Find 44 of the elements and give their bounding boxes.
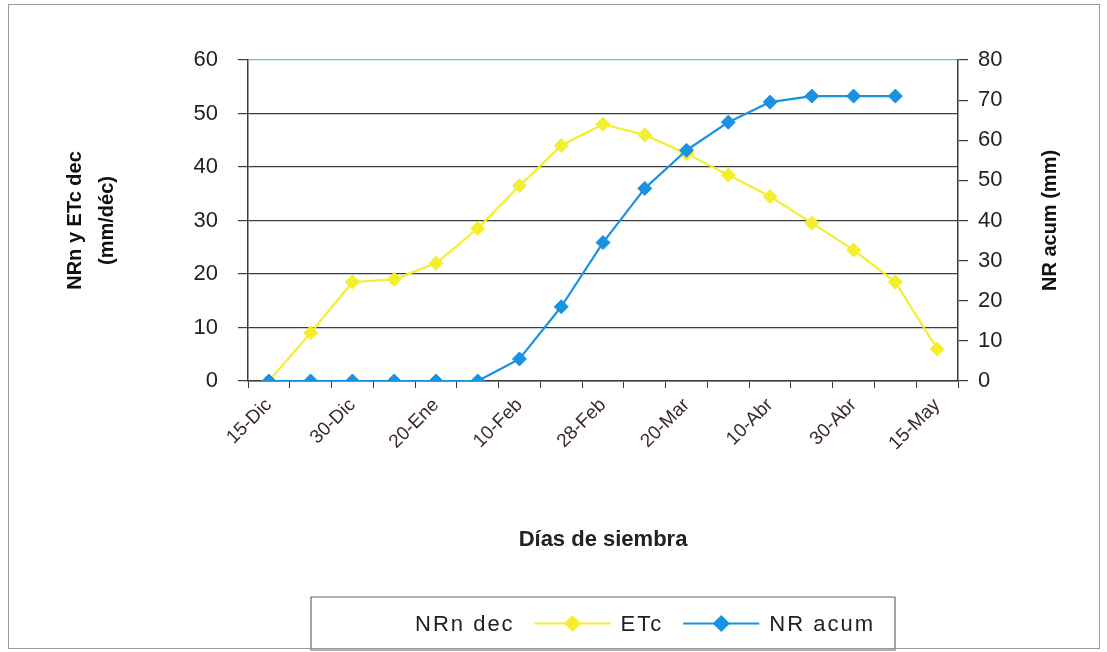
y-tick-label: 50 [193, 99, 218, 125]
legend-label: ETc [620, 610, 664, 636]
point [511, 178, 527, 194]
legend-label: NR acum [769, 610, 875, 636]
point [470, 221, 486, 237]
point [595, 116, 611, 132]
point [846, 88, 862, 104]
y-tick-label: 20 [193, 260, 218, 286]
point [344, 274, 360, 290]
y-tick-label: 60 [193, 46, 218, 72]
y2-tick-label: 10 [978, 326, 1003, 352]
point [428, 255, 444, 271]
text: NRn dec [415, 610, 515, 636]
point [679, 142, 695, 158]
y-tick-label: 30 [193, 206, 218, 232]
point [720, 114, 736, 130]
y-axis-title: NRn y ETc dec (mm/déc) [62, 151, 117, 290]
y2-tick-label: 20 [978, 286, 1003, 312]
point [637, 180, 653, 196]
y-tick-label: 0 [205, 367, 218, 393]
point [887, 88, 903, 104]
y2-axis-title: NR acum (mm) [1037, 149, 1060, 292]
point [637, 127, 653, 143]
point [386, 271, 402, 287]
point [846, 242, 862, 258]
point [804, 88, 820, 104]
y2-tick-label: 70 [978, 86, 1003, 112]
y2-tick-label: 80 [978, 46, 1003, 72]
point [804, 215, 820, 231]
y2-tick-label: 40 [978, 206, 1003, 232]
point [553, 138, 569, 154]
point [720, 167, 736, 183]
y-tick-label: 40 [193, 153, 218, 179]
point [303, 325, 319, 341]
point [762, 188, 778, 204]
y2-tick-label: 0 [978, 367, 991, 393]
point [887, 274, 903, 290]
y2-tick-label: 50 [978, 166, 1003, 192]
y2-tick-label: 60 [978, 126, 1003, 152]
x-axis-title: Días de siembra [518, 525, 689, 551]
y2-tick-label: 30 [978, 246, 1003, 272]
y-tick-label: 10 [193, 313, 218, 339]
point [929, 341, 945, 357]
point [762, 94, 778, 110]
